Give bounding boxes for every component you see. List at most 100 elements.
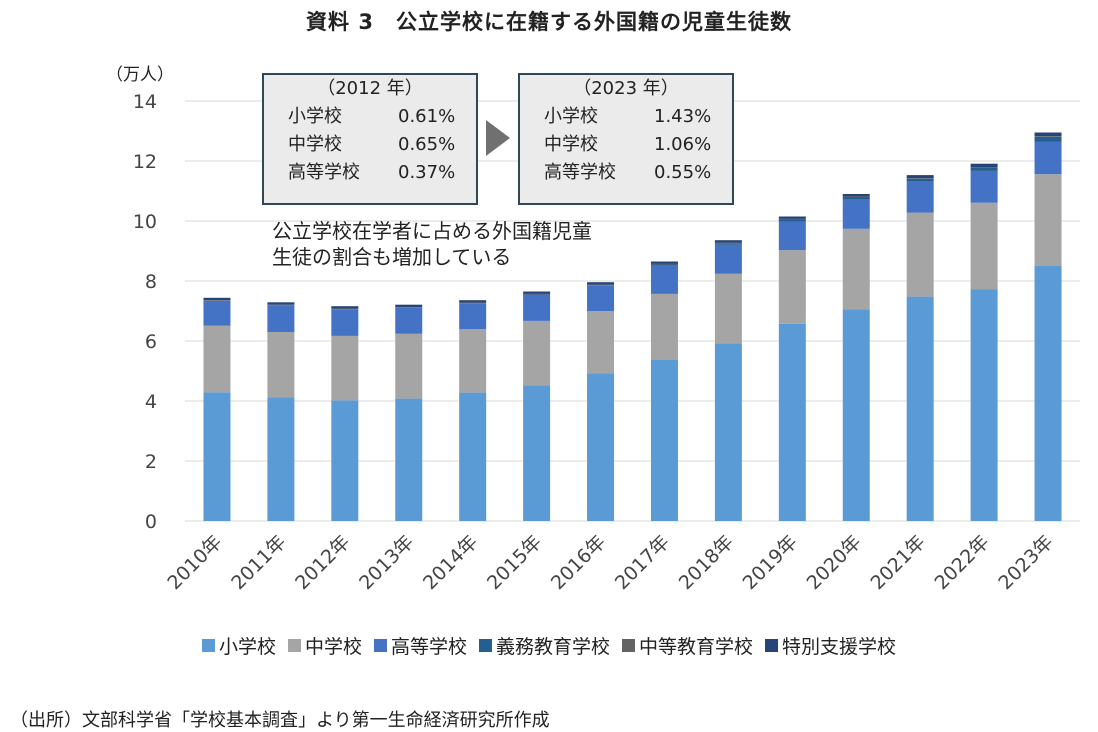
bar-segment — [906, 178, 934, 179]
bar-segment — [842, 228, 870, 310]
bar-segment — [1034, 136, 1062, 142]
bar-segment — [203, 392, 231, 521]
bar-segment — [523, 385, 551, 521]
ratio-label: 高等学校 — [544, 162, 616, 183]
bar-segment — [650, 293, 678, 360]
bar-segment — [203, 300, 231, 326]
legend-label: 高等学校 — [390, 636, 467, 658]
bar-segment — [778, 221, 806, 251]
ratio-value: 1.06% — [654, 134, 712, 155]
bar-segment — [459, 303, 487, 329]
bar-segment — [395, 307, 423, 334]
x-tick-label: 2018年 — [675, 531, 738, 594]
x-tick-label: 2023年 — [994, 531, 1057, 594]
ratio-label: 小学校 — [288, 106, 342, 127]
bar-segment — [459, 300, 487, 303]
bar-segment — [650, 261, 678, 264]
x-tick-label: 2021年 — [867, 531, 930, 594]
ratio-value: 0.55% — [654, 162, 712, 183]
bar-segment — [203, 300, 231, 301]
y-tick-label: 2 — [145, 451, 157, 473]
bar-segment — [523, 293, 551, 295]
bar-segment — [459, 302, 487, 304]
x-tick-label: 2014年 — [419, 531, 482, 594]
legend-label: 義務教育学校 — [496, 636, 611, 658]
x-tick-label: 2019年 — [739, 531, 802, 594]
ratio-box-2023: （2023 年） 小学校 1.43% 中学校 1.06% 高等学校 0.55% — [518, 73, 734, 205]
bar-segment — [906, 178, 934, 182]
annotation-text: 公立学校在学者に占める外国籍児童 生徒の割合も増加している — [272, 218, 592, 270]
legend-label: 小学校 — [218, 636, 276, 658]
legend-item: 高等学校 — [373, 632, 467, 659]
y-tick-label: 0 — [145, 511, 157, 533]
bar-segment — [778, 218, 806, 220]
y-axis-unit-label: （万人） — [106, 65, 174, 85]
bar-segment — [331, 309, 359, 336]
bar-segment — [587, 284, 615, 286]
bar-segment — [523, 294, 551, 321]
bar-segment — [842, 199, 870, 229]
bar-segment — [1034, 141, 1062, 175]
bar-segment — [1034, 136, 1062, 137]
bar-segment — [970, 167, 998, 168]
legend-item: 中等教育学校 — [622, 632, 753, 659]
bar-segment — [714, 273, 742, 344]
bar-segment — [906, 175, 934, 179]
annotation-line: 生徒の割合も増加している — [272, 245, 512, 269]
bar-segment — [587, 285, 615, 286]
x-tick-label: 2013年 — [355, 531, 418, 594]
bar-segment — [331, 306, 359, 309]
bar-segment — [1034, 174, 1062, 266]
x-tick-label: 2016年 — [547, 531, 610, 594]
y-tick-label: 10 — [133, 211, 157, 233]
legend-item: 小学校 — [201, 632, 276, 659]
legend-label: 中等教育学校 — [639, 636, 754, 658]
bar-segment — [842, 196, 870, 197]
bar-segment — [906, 181, 934, 213]
bar-segment — [714, 240, 742, 243]
bar-segment — [714, 242, 742, 244]
ratio-label: 小学校 — [544, 106, 598, 127]
bar-segment — [650, 264, 678, 266]
bar-segment — [395, 333, 423, 399]
bar-segment — [395, 307, 423, 308]
ratio-box-2012-header: （2012 年） — [317, 78, 423, 99]
y-tick-label: 4 — [145, 391, 157, 413]
bar-segment — [459, 329, 487, 393]
bar-segment — [650, 263, 678, 265]
bar-segment — [395, 398, 423, 521]
bar-segment — [523, 291, 551, 294]
ratio-row: 小学校 1.43% — [520, 103, 732, 131]
bar-segment — [778, 323, 806, 521]
ratio-value: 1.43% — [654, 106, 712, 127]
y-tick-label: 8 — [145, 271, 157, 293]
bar-segment — [267, 302, 295, 305]
source-note: （出所）文部科学省「学校基本調査」より第一生命経済研究所作成 — [10, 710, 550, 731]
bar-segment — [587, 373, 615, 521]
x-tick-label: 2022年 — [930, 531, 993, 594]
ratio-row: 小学校 0.61% — [264, 103, 476, 131]
bar-segment — [587, 311, 615, 374]
ratio-label: 中学校 — [288, 134, 342, 155]
bar-segment — [459, 392, 487, 521]
ratio-row: 中学校 1.06% — [520, 131, 732, 159]
legend-swatch — [479, 639, 492, 652]
ratio-label: 中学校 — [544, 134, 598, 155]
bar-segment — [650, 265, 678, 294]
bar-segment — [906, 212, 934, 297]
bar-segment — [714, 243, 742, 245]
bar-segment — [842, 194, 870, 197]
bar-segment — [1034, 266, 1062, 521]
ratio-row: 中学校 0.65% — [264, 131, 476, 159]
bar-segment — [714, 343, 742, 521]
legend-swatch — [765, 639, 779, 652]
ratio-value: 0.65% — [398, 134, 456, 155]
bar-segment — [331, 335, 359, 401]
annotation-line: 公立学校在学者に占める外国籍児童 — [272, 219, 592, 243]
bar-segment — [331, 400, 359, 521]
bar-segment — [267, 397, 295, 521]
legend-swatch — [622, 639, 636, 652]
bar-segment — [267, 304, 295, 306]
bar-segment — [650, 359, 678, 521]
chart-legend: 小学校 中学校 高等学校 義務教育学校 中等教育学校 特別支援学校 — [0, 632, 1098, 659]
